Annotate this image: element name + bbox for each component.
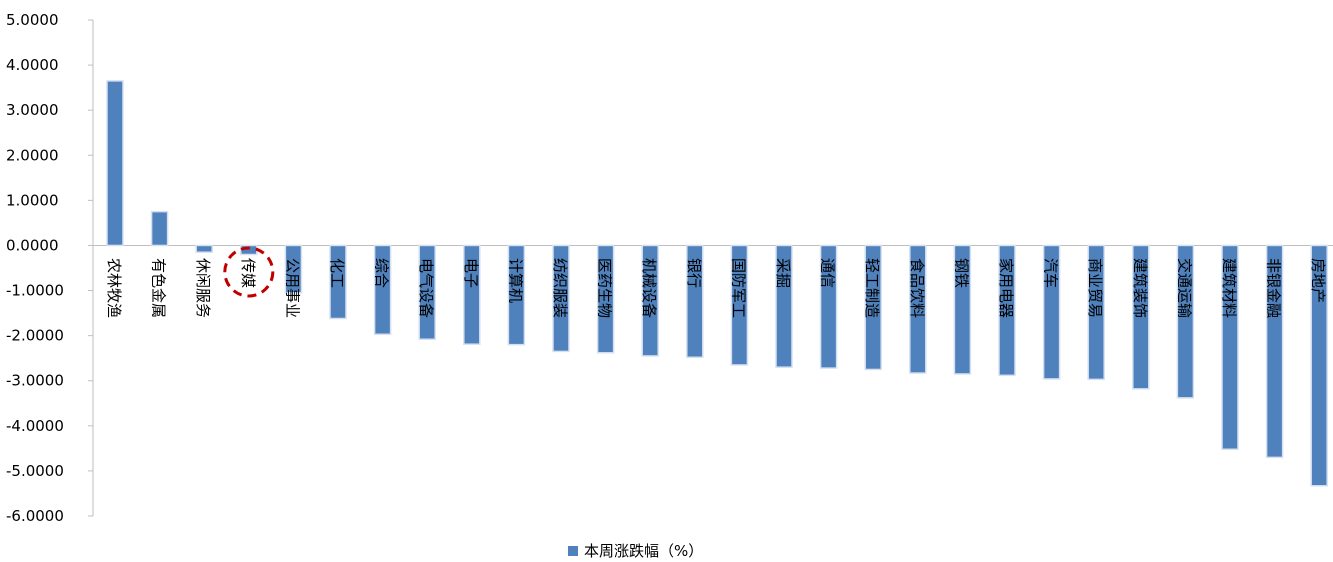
category-label: 建筑材料: [1220, 258, 1238, 318]
y-tick-label: 2.0000: [6, 146, 59, 164]
bar: [1087, 244, 1105, 381]
category-label: 计算机: [506, 258, 524, 303]
category-label: 纺织服装: [551, 258, 569, 318]
bar: [418, 244, 436, 340]
bar: [819, 244, 838, 369]
category-label: 交通运输: [1175, 258, 1193, 318]
bar: [909, 244, 927, 374]
category-labels: 农林牧渔 有色金属 休闲服务 传媒 公用事业 化工 综合 电气设备 电子 计算机 纺织服装 医药生物 机…: [105, 258, 1327, 318]
category-label: 综合: [373, 258, 391, 288]
y-tick-label: -1.0000: [6, 282, 64, 300]
category-label: 休闲服务: [194, 258, 212, 318]
y-tick-label: -5.0000: [6, 462, 64, 480]
legend: 本周涨跌幅（%）: [568, 540, 703, 561]
bar: [1042, 244, 1061, 380]
category-label: 钢铁: [952, 258, 970, 288]
bar: [373, 244, 392, 336]
bar: [284, 244, 303, 294]
y-tick-label: 3.0000: [6, 101, 59, 119]
bar: [1132, 244, 1150, 390]
y-tick-label: -4.0000: [6, 417, 64, 435]
category-label: 国防军工: [729, 258, 747, 318]
bar: [730, 244, 749, 366]
category-label: 银行: [685, 258, 703, 288]
category-label: 轻工制造: [863, 258, 881, 318]
y-tick-label: 4.0000: [6, 56, 59, 74]
bars: [106, 80, 1328, 487]
category-label: 建筑装饰: [1131, 258, 1149, 318]
bar: [552, 244, 570, 353]
category-label: 医药生物: [596, 258, 614, 318]
bar: [463, 244, 481, 345]
legend-label: 本周涨跌幅（%）: [584, 542, 704, 560]
y-tick-label: -2.0000: [6, 327, 64, 345]
bar: [150, 210, 169, 247]
bar: [641, 244, 659, 357]
bar: [1176, 244, 1195, 399]
category-label: 化工: [328, 258, 346, 288]
legend-swatch: [568, 545, 578, 556]
bar: [195, 244, 213, 253]
bar: [1221, 244, 1239, 451]
category-label: 通信: [819, 258, 837, 288]
category-label: 电子: [462, 258, 480, 288]
y-tick-label: 1.0000: [6, 191, 59, 209]
y-tick-label: 5.0000: [6, 11, 59, 29]
bar: [1265, 244, 1284, 459]
y-tick-labels: 5.0000 4.0000 3.0000 2.0000 1.0000 0.0000 -1.0…: [6, 11, 93, 525]
category-label: 公用事业: [283, 258, 301, 318]
bar: [953, 244, 972, 375]
y-tick-label: 0.0000: [6, 236, 59, 254]
category-label: 汽车: [1042, 258, 1060, 288]
bar: [1310, 244, 1328, 487]
bar: [864, 244, 882, 371]
category-label: 家用电器: [997, 258, 1015, 318]
y-tick-label: -3.0000: [6, 372, 64, 390]
bar: [106, 80, 124, 247]
category-label: 传媒: [239, 258, 257, 288]
bar-chart: 5.0000 4.0000 3.0000 2.0000 1.0000 0.0000 -1.0…: [6, 11, 1333, 525]
category-label: 电气设备: [417, 258, 435, 318]
category-label: 食品饮料: [908, 258, 926, 318]
category-label: 农林牧渔: [105, 258, 123, 318]
category-label: 房地产: [1309, 258, 1327, 303]
bar: [596, 244, 615, 354]
highlight-circle: [223, 246, 275, 298]
category-label: 机械设备: [640, 258, 658, 318]
bar: [686, 244, 704, 359]
y-tick-label: -6.0000: [6, 507, 64, 525]
bar: [775, 244, 793, 368]
category-label: 商业贸易: [1086, 258, 1104, 318]
category-label: 有色金属: [150, 258, 168, 318]
category-label: 采掘: [774, 258, 792, 288]
category-label: 非银金融: [1265, 258, 1283, 318]
bar: [507, 244, 526, 346]
bar: [998, 244, 1016, 377]
bar: [329, 244, 347, 320]
